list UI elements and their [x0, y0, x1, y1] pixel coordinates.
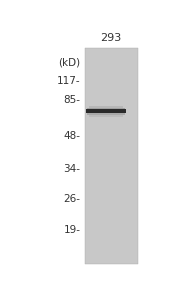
Text: 117-: 117- — [57, 76, 81, 86]
FancyBboxPatch shape — [89, 106, 123, 108]
FancyBboxPatch shape — [89, 115, 123, 117]
Text: 85-: 85- — [64, 94, 81, 104]
Text: 48-: 48- — [64, 131, 81, 142]
Text: 293: 293 — [101, 33, 122, 43]
FancyBboxPatch shape — [87, 108, 125, 110]
Text: 34-: 34- — [64, 164, 81, 174]
FancyBboxPatch shape — [85, 47, 137, 263]
Text: (kD): (kD) — [59, 58, 81, 68]
Text: 26-: 26- — [64, 194, 81, 204]
FancyBboxPatch shape — [87, 113, 125, 115]
FancyBboxPatch shape — [86, 109, 126, 113]
Text: 19-: 19- — [64, 225, 81, 235]
